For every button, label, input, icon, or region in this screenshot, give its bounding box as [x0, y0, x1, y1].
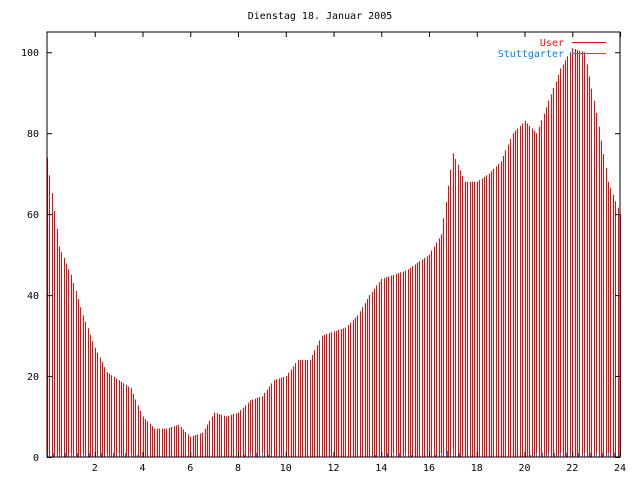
x-tick-label: 14 [375, 463, 387, 474]
x-tick-label: 10 [280, 463, 292, 474]
legend-label: User [540, 38, 564, 49]
x-tick-label: 12 [327, 463, 339, 474]
y-tick-label: 20 [27, 372, 39, 383]
legend-label: Stuttgarter [498, 49, 564, 60]
bars-layer [47, 48, 621, 457]
x-tick-label: 24 [614, 463, 626, 474]
series-user [47, 48, 621, 457]
series-stuttgarter [47, 448, 621, 457]
y-tick-label: 0 [33, 453, 39, 464]
y-tick-label: 100 [21, 48, 39, 59]
x-tick-label: 2 [92, 463, 98, 474]
x-tick-label: 6 [187, 463, 193, 474]
x-tick-label: 18 [471, 463, 483, 474]
x-tick-label: 8 [235, 463, 241, 474]
y-tick-label: 40 [27, 291, 39, 302]
x-tick-label: 20 [518, 463, 530, 474]
chart-title: Dienstag 18. Januar 2005 [248, 11, 393, 22]
x-tick-label: 4 [139, 463, 145, 474]
y-tick-label: 60 [27, 210, 39, 221]
x-tick-label: 22 [566, 463, 578, 474]
y-tick-label: 80 [27, 129, 39, 140]
x-tick-label: 16 [423, 463, 435, 474]
